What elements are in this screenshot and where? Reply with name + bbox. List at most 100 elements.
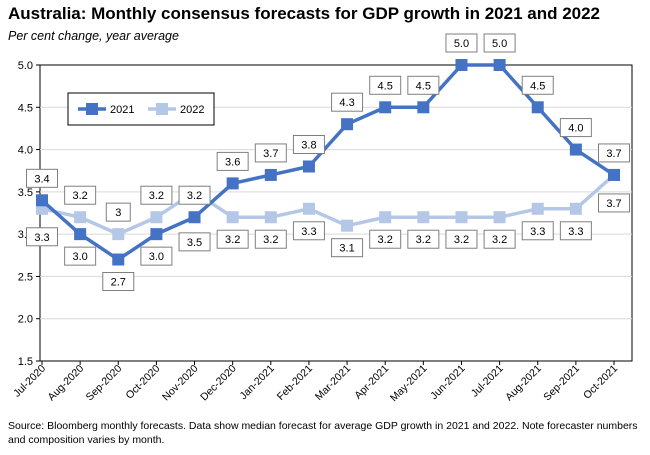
series-point-2021 [531, 101, 544, 114]
series-point-2021 [379, 101, 392, 114]
data-label-2022-box [559, 221, 592, 241]
series-point-2022 [417, 211, 430, 224]
data-label-2022-box [216, 229, 249, 249]
data-label-2022: 3.3 [530, 226, 545, 238]
data-label-2021: 4.5 [530, 80, 545, 92]
series-point-2022 [302, 202, 315, 215]
legend-marker-2022 [156, 103, 168, 115]
data-label-2022: 3.2 [454, 234, 469, 246]
data-label-2022-box [445, 229, 478, 249]
data-label-2021: 4.0 [568, 123, 583, 135]
data-label-2021: 3.0 [149, 251, 164, 263]
data-label-2022: 3 [115, 207, 121, 219]
data-label-2022: 3.1 [339, 243, 354, 255]
data-label-2021-box [483, 33, 516, 53]
series-point-2022 [341, 219, 354, 232]
series-point-2021 [493, 59, 506, 71]
series-point-2021 [302, 160, 315, 173]
x-tick-label: Mar-2021 [313, 363, 353, 403]
y-tick-label: 4.5 [18, 102, 33, 114]
data-label-2022: 3.2 [225, 234, 240, 246]
data-label-2021-box [521, 75, 554, 95]
series-point-2022 [531, 202, 544, 215]
data-label-2021-box [140, 246, 173, 266]
data-label-2021: 5.0 [454, 38, 469, 50]
series-point-2022 [493, 211, 506, 224]
data-label-2022-box [407, 229, 440, 249]
source-note: Source: Bloomberg monthly forecasts. Dat… [8, 420, 638, 446]
data-label-2022: 3.7 [606, 198, 621, 210]
series-point-2022 [379, 211, 392, 224]
legend-marker-2021 [86, 103, 98, 115]
data-label-2021: 2.7 [111, 277, 126, 289]
series-point-2022 [455, 211, 468, 224]
x-tick-label: Aug-2021 [503, 363, 544, 404]
data-label-2021: 3.4 [34, 173, 49, 185]
series-point-2021 [341, 118, 354, 131]
series-point-2021 [112, 253, 125, 266]
x-tick-label: Nov-2020 [160, 363, 201, 404]
x-tick-label: Feb-2021 [275, 363, 315, 403]
data-label-2021-box [559, 118, 592, 138]
legend-label-2021: 2021 [110, 104, 134, 116]
data-label-2022: 3.2 [416, 234, 431, 246]
x-tick-label: Apr-2021 [352, 363, 391, 402]
series-point-2021 [74, 228, 87, 241]
series-line-2022 [41, 173, 616, 236]
data-label-2021-box [369, 75, 402, 95]
data-label-2021-box [254, 143, 287, 163]
data-label-2021: 3.7 [606, 148, 621, 160]
data-label-2022-box [178, 232, 211, 252]
data-label-2021-box [216, 151, 249, 171]
series-point-2022 [226, 211, 239, 224]
series-point-2021 [608, 168, 620, 181]
data-label-2021: 3.7 [263, 148, 278, 160]
series-point-2021 [264, 168, 277, 181]
data-label-2021-box [178, 185, 211, 205]
data-label-2022-box [105, 202, 131, 222]
series-point-2021 [226, 177, 239, 190]
data-label-2022: 3.2 [72, 190, 87, 202]
y-tick-label: 5.0 [18, 60, 33, 72]
series-point-2021 [569, 143, 582, 156]
data-label-2022: 3.3 [301, 226, 316, 238]
series-line-2021 [40, 63, 615, 262]
data-label-2021: 4.5 [416, 80, 431, 92]
data-label-2021-box [598, 143, 630, 163]
data-label-2021: 3.2 [187, 190, 202, 202]
chart-title: Australia: Monthly consensus forecasts f… [8, 4, 601, 23]
data-label-2021: 4.3 [339, 97, 354, 109]
data-label-2021: 3.6 [225, 156, 240, 168]
y-tick-label: 3.5 [18, 187, 33, 199]
data-label-2022: 3.2 [378, 234, 393, 246]
data-label-2021-box [331, 92, 364, 112]
data-label-2021-box [102, 272, 135, 292]
y-tick-label: 2.0 [18, 314, 33, 326]
data-label-2021-box [445, 33, 478, 53]
data-label-2021: 3.0 [72, 251, 87, 263]
series-point-2021 [417, 101, 430, 114]
series-point-2021 [455, 59, 468, 71]
data-label-2022-box [292, 221, 325, 241]
series-point-2021 [36, 194, 48, 207]
series-point-2022 [74, 211, 87, 224]
data-label-2021-box [407, 75, 440, 95]
x-tick-label: Jan-2021 [237, 363, 277, 403]
data-label-2022-box [369, 229, 402, 249]
data-label-2022-box [64, 185, 97, 205]
x-tick-label: Aug-2020 [46, 363, 87, 404]
y-tick-label: 4.0 [18, 145, 33, 157]
series-point-2022 [112, 228, 125, 241]
data-label-2022-box [483, 229, 516, 249]
x-tick-label: Sep-2020 [84, 363, 125, 404]
data-label-2021: 4.5 [378, 80, 393, 92]
data-label-2021-box [64, 246, 97, 266]
data-label-2022: 3.5 [187, 237, 202, 249]
x-tick-label: Sep-2021 [541, 363, 582, 404]
data-label-2021: 3.8 [301, 139, 316, 151]
x-tick-label: Jul-2020 [11, 363, 48, 400]
data-label-2022: 3.3 [568, 226, 583, 238]
data-label-2022-box [254, 229, 287, 249]
series-point-2022 [264, 211, 277, 224]
